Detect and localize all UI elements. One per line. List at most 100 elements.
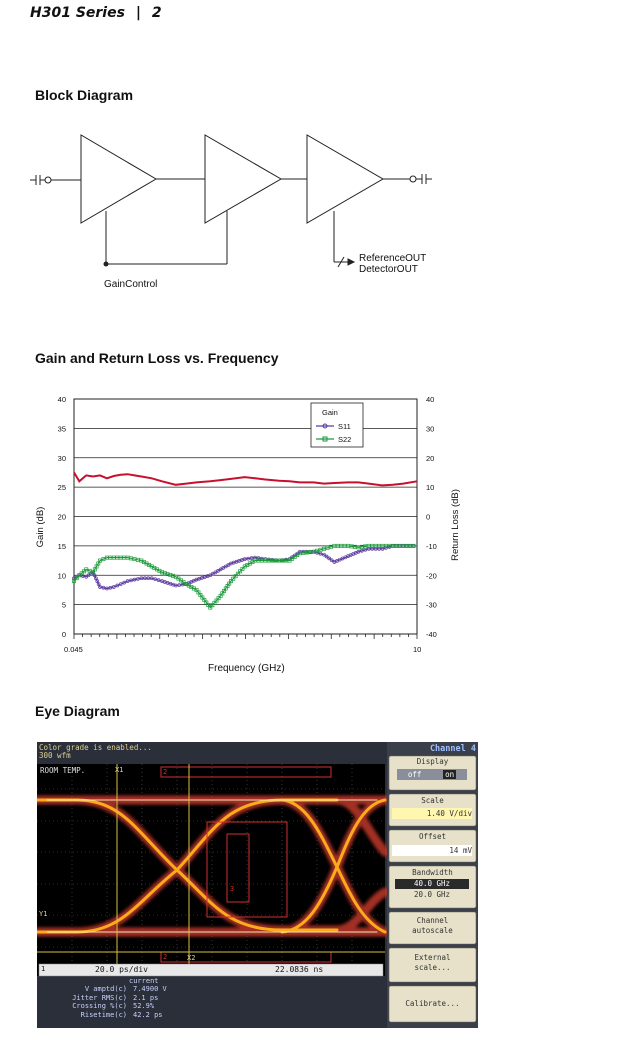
measurement-current-header: current	[129, 977, 159, 985]
eye-diagram-title: Eye Diagram	[35, 703, 120, 719]
y-tick-label: 40	[58, 395, 66, 404]
chart-ticks: 0 -40 5 -30 10 -20 15 -10 20 0 25 10 30 20 35 30 40 40	[58, 395, 437, 639]
channel-autoscale-button[interactable]: Channel autoscale	[412, 916, 453, 935]
bandwidth-label: Bandwidth	[412, 868, 453, 877]
s11-point	[122, 580, 126, 585]
y2-tick-label: 40	[426, 395, 434, 404]
y-tick-label: 15	[58, 542, 66, 551]
s11-point	[149, 576, 154, 581]
s22-point	[212, 600, 217, 605]
room-temp-label: ROOM TEMP.	[40, 766, 86, 775]
s22-point	[72, 579, 76, 584]
trigger-marker: 1	[41, 965, 46, 973]
detector-out-label: DetectorOUT	[359, 264, 418, 275]
block-diagram-title: Block Diagram	[35, 87, 134, 103]
s11-point	[327, 556, 331, 561]
offset-value-field[interactable]: 14 mV	[392, 845, 472, 856]
s11-point	[173, 583, 178, 588]
display-toggle[interactable]: off on	[397, 769, 467, 780]
s22-point	[79, 571, 84, 576]
measurement-label: V amptd(c)	[84, 985, 127, 993]
s11-point	[249, 556, 254, 560]
s22-point	[77, 573, 82, 578]
y-tick-label: 35	[58, 424, 66, 433]
s11-point	[115, 583, 120, 588]
y2-axis-label: Return Loss (dB)	[450, 489, 461, 561]
display-off-option[interactable]: off	[407, 770, 422, 779]
eye-traces	[37, 795, 390, 937]
s11-point	[153, 577, 157, 582]
measurement-value: 42.2 ps	[133, 1010, 163, 1019]
cursor-x1-label[interactable]: X1	[115, 766, 124, 774]
s22-point	[240, 566, 245, 571]
s22-point	[233, 574, 238, 579]
bandwidth-option-20ghz[interactable]: 20.0 GHz	[413, 890, 451, 899]
scale-value-field[interactable]: 1.40 V/div	[392, 808, 472, 819]
s22-point	[194, 587, 199, 592]
legend-s22-label: S22	[338, 435, 351, 444]
output-port	[409, 175, 417, 183]
series-name: H301 Series	[30, 5, 125, 21]
bus-slash	[337, 256, 345, 268]
legend-s11-label: S11	[338, 422, 351, 431]
gain-return-loss-chart: 0 -40 5 -30 10 -20 15 -10 20 0 25 10 30 20 35 30 40 40 Ga…	[35, 395, 461, 674]
measurement-label: Crossing %(c)	[72, 1002, 127, 1011]
calibrate-button[interactable]: Calibrate...	[405, 999, 460, 1008]
autoscale-panel-bg	[388, 911, 477, 945]
s22-point	[214, 598, 219, 603]
s11-point	[242, 557, 247, 561]
bandwidth-option-40ghz[interactable]: 40.0 GHz	[395, 879, 469, 889]
display-label: Display	[416, 757, 449, 766]
measurement-value: 52.9%	[133, 1002, 155, 1011]
x-tick-label-max: 10	[413, 645, 421, 654]
chart-grid	[74, 427, 417, 606]
s11-point	[101, 585, 106, 590]
offset-label: Offset	[418, 832, 447, 841]
legend-s22-marker	[322, 436, 328, 442]
external-scale-button[interactable]: External scale...	[414, 953, 451, 972]
mask-marker-2a: 2	[163, 768, 168, 776]
s22-point	[165, 572, 170, 577]
s22-point	[208, 605, 213, 610]
y2-tick-label: 30	[426, 424, 434, 433]
s22-point	[168, 573, 173, 577]
s11-point	[118, 582, 123, 586]
s11-point	[96, 582, 101, 586]
y-tick-label: 20	[58, 513, 66, 522]
block-diagram: GainControl ReferenceOUT DetectorOUT	[30, 134, 432, 290]
legend-box	[310, 402, 364, 448]
s11-point	[139, 576, 144, 581]
s22-point	[204, 600, 209, 605]
amplifier-2	[204, 134, 282, 224]
measurement-value: 2.1 ps	[133, 993, 159, 1002]
s11-point	[108, 585, 113, 590]
scope-cursors	[37, 764, 385, 976]
s11-point	[177, 583, 182, 587]
s22-point	[216, 596, 221, 601]
s11-point	[156, 578, 161, 582]
s11-point	[146, 576, 151, 581]
amplifier-1	[80, 134, 157, 224]
cursor-y1-label[interactable]: Y1	[39, 910, 48, 918]
gain-control-label: GainControl	[104, 279, 157, 290]
scope-graticule	[37, 764, 385, 976]
s11-point	[98, 585, 102, 589]
mask-regions	[160, 766, 332, 963]
measurement-label: Risetime(c)	[80, 1010, 127, 1019]
channel-title: Channel 4	[429, 744, 476, 754]
s22-point	[231, 576, 236, 581]
s22-point	[228, 579, 233, 584]
s11-point	[356, 549, 361, 554]
cursor-x2-label[interactable]: X2	[187, 954, 196, 962]
y2-tick-label: 0	[426, 513, 430, 522]
amplifier-3	[306, 134, 384, 224]
y-tick-label: 5	[62, 601, 66, 610]
s11-point	[142, 576, 147, 581]
display-on-option[interactable]: on	[443, 770, 457, 779]
s22-point	[210, 603, 215, 608]
s11-point	[136, 577, 140, 581]
chart-legend: Gain S11 S22	[310, 402, 364, 448]
x-tick-label-min: 0.045	[64, 645, 83, 654]
s22-point	[206, 603, 211, 607]
scope-status-bar	[37, 976, 385, 1028]
